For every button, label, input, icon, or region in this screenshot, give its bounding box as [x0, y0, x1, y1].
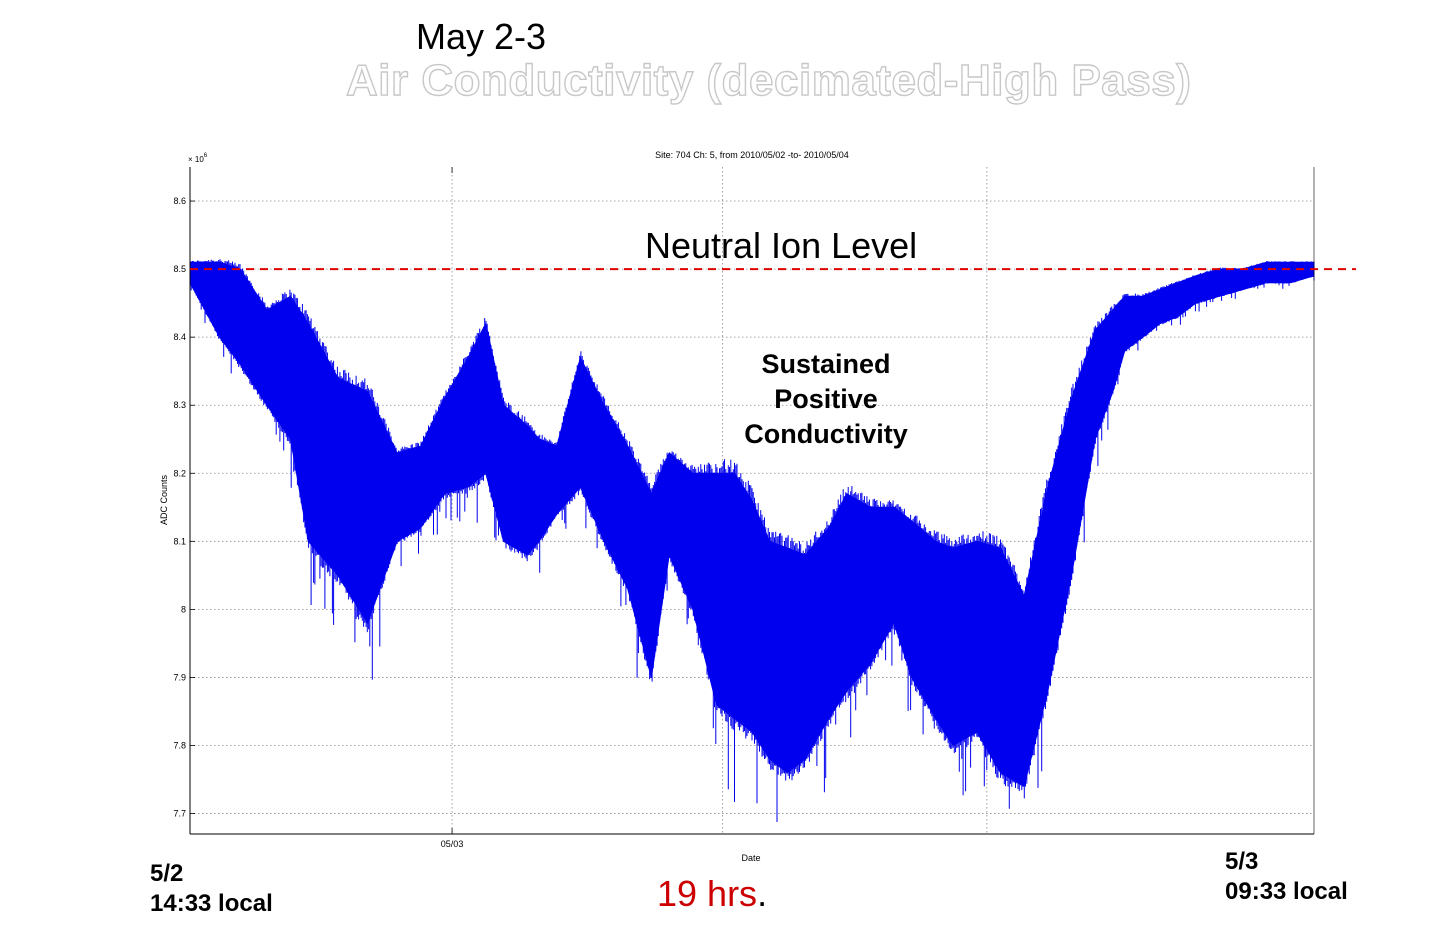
y-tick-label: 8.5 [173, 264, 186, 274]
y-tick-label: 8.2 [173, 468, 186, 478]
neutral-ion-level-label: Neutral Ion Level [645, 225, 918, 266]
y-axis-label: ADC Counts [159, 474, 169, 525]
duration-suffix: . [757, 873, 768, 914]
duration-label: 19 hrs. [657, 873, 767, 915]
headline: Air Conductivity (decimated-High Pass) [345, 55, 1192, 105]
y-multiplier-exp: 6 [204, 153, 208, 159]
start-time-label: 14:33 local [150, 890, 273, 917]
x-axis-label: Date [741, 853, 760, 863]
y-tick-label: 7.8 [173, 741, 186, 751]
y-multiplier-base: × 10 [188, 155, 204, 164]
top-caption: May 2-3 [416, 16, 547, 57]
y-tick-label: 8.4 [173, 332, 186, 342]
y-tick-label: 7.9 [173, 672, 186, 682]
x-tick-label: 05/03 [441, 839, 464, 849]
y-tick-label: 8.1 [173, 536, 186, 546]
tick-layer: 7.7 7.8 7.9 8 8.1 8.2 8.3 8.4 8.5 8.6 05/03 [173, 167, 463, 849]
start-date-label: 5/2 [150, 860, 184, 887]
end-date-label: 5/3 [1225, 848, 1259, 875]
y-tick-label: 8.3 [173, 400, 186, 410]
y-tick-label: 7.7 [173, 809, 186, 819]
y-multiplier: × 106 [188, 153, 208, 164]
y-tick-label: 8.6 [173, 196, 186, 206]
end-time-label: 09:33 local [1225, 878, 1348, 905]
duration-value: 19 hrs [657, 873, 758, 914]
sustained-conductivity-annotation: Sustained Positive Conductivity [744, 349, 908, 449]
y-tick-label: 8 [181, 604, 186, 614]
chart-title: Site: 704 Ch: 5, from 2010/05/02 -to- 20… [655, 150, 849, 160]
